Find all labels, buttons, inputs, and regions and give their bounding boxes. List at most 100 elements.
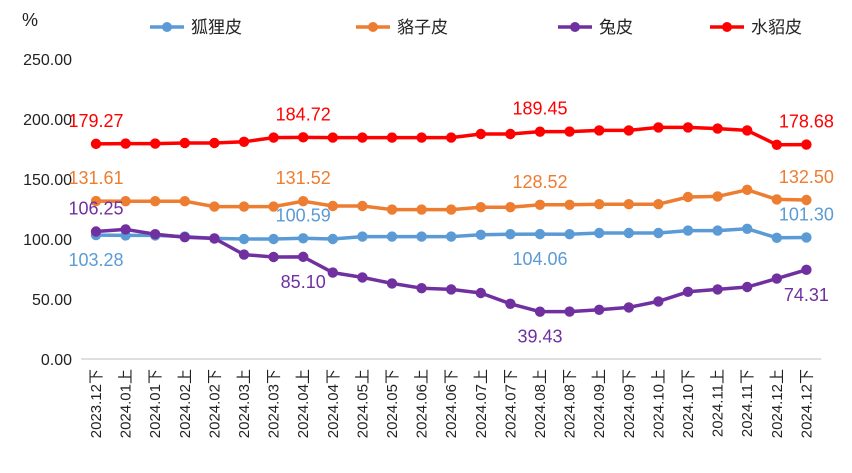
data-point <box>712 123 723 134</box>
data-point <box>386 231 398 242</box>
data-point <box>801 264 812 276</box>
data-point <box>120 224 131 235</box>
data-point <box>150 229 161 240</box>
x-tick-label: 2024.03下 <box>266 369 283 438</box>
data-point <box>446 284 457 295</box>
y-tick-label: 100.00 <box>23 232 72 249</box>
data-point <box>446 204 457 215</box>
legend-item: 水貂皮 <box>710 18 802 37</box>
data-point <box>298 233 309 244</box>
data-point <box>416 204 427 215</box>
legend-item: 狐狸皮 <box>150 18 242 37</box>
data-point <box>357 231 368 242</box>
data-label: 131.52 <box>276 168 331 188</box>
data-point <box>179 196 190 207</box>
data-point <box>682 191 694 203</box>
data-point <box>623 125 634 136</box>
x-tick-label: 2024.07下 <box>502 369 519 438</box>
data-point <box>653 122 664 133</box>
y-axis-unit-label: % <box>22 10 38 30</box>
data-point <box>298 132 309 143</box>
legend-label: 貉子皮 <box>397 18 448 37</box>
legend-swatch-marker <box>722 22 732 32</box>
data-point <box>564 199 575 210</box>
data-point <box>594 227 605 239</box>
data-point <box>564 306 575 317</box>
data-point <box>327 233 338 245</box>
data-point <box>682 225 694 236</box>
x-tick-label: 2024.02下 <box>206 369 223 438</box>
x-axis: 2023.12下 2024.01上 2024.01下 2024.02上 2024.02下… <box>81 358 822 438</box>
data-point <box>357 272 368 283</box>
data-point <box>594 304 605 315</box>
data-point <box>771 139 782 150</box>
data-point <box>416 132 427 143</box>
x-tick-label: 2024.08上 <box>532 369 549 438</box>
data-point <box>209 137 220 149</box>
data-point <box>475 229 486 240</box>
data-point <box>594 125 605 136</box>
data-point <box>268 132 279 143</box>
x-tick-label: 2024.10上 <box>650 369 667 438</box>
legend-label: 兔皮 <box>599 18 633 37</box>
x-tick-label: 2024.04上 <box>295 369 312 438</box>
data-label: 131.61 <box>68 168 123 188</box>
data-point <box>90 195 102 207</box>
x-tick-label: 2024.03上 <box>236 369 253 438</box>
x-tick-label: 2024.10下 <box>680 369 697 438</box>
data-point <box>742 223 753 234</box>
data-label: 189.45 <box>512 99 567 119</box>
data-point <box>623 199 634 210</box>
data-point <box>742 125 753 136</box>
data-point <box>534 228 546 240</box>
data-point <box>268 251 279 263</box>
data-point <box>594 199 605 210</box>
data-point <box>682 286 694 297</box>
x-tick-label: 2024.01下 <box>147 369 164 438</box>
data-point <box>416 283 427 294</box>
data-point <box>298 195 309 207</box>
data-point <box>534 306 546 317</box>
data-label: 132.50 <box>779 167 834 187</box>
x-tick-label: 2024.11上 <box>710 369 727 437</box>
plot-area: 103.28 100.59 104.06 101.30 131.61 131.52 128.… <box>68 99 833 347</box>
data-point <box>357 200 368 212</box>
x-tick-label: 2024.12上 <box>769 369 786 438</box>
data-label: 39.43 <box>517 327 562 347</box>
data-point <box>238 136 250 147</box>
data-point <box>505 202 516 213</box>
y-axis: 0.00 50.00 100.00 150.00 200.00 250.00 <box>23 52 72 369</box>
data-point <box>446 231 457 242</box>
data-point <box>771 232 782 243</box>
data-label: 128.52 <box>512 172 567 192</box>
data-point <box>475 202 486 213</box>
data-point <box>386 204 398 215</box>
legend-label: 水貂皮 <box>751 18 802 37</box>
y-tick-label: 250.00 <box>23 52 72 69</box>
data-point <box>653 199 664 210</box>
y-tick-label: 50.00 <box>32 292 72 309</box>
y-tick-label: 0.00 <box>41 352 72 369</box>
data-label: 100.59 <box>276 205 331 225</box>
data-point <box>327 200 338 212</box>
data-point <box>475 287 486 299</box>
data-label: 74.31 <box>784 285 829 305</box>
series-2: 131.61 131.52 128.52 132.50 <box>68 167 834 215</box>
data-point <box>209 201 220 212</box>
data-label: 101.30 <box>779 204 834 224</box>
data-point <box>268 233 279 245</box>
legend: 狐狸皮 貉子皮 兔皮 水貂皮 <box>150 18 802 37</box>
x-tick-label: 2024.12下 <box>798 369 815 438</box>
data-point <box>90 138 102 150</box>
data-point <box>623 227 634 239</box>
data-point <box>446 132 457 143</box>
data-point <box>623 302 634 313</box>
data-point <box>653 227 664 239</box>
data-point <box>90 226 102 237</box>
series-3: 106.25 85.10 39.43 74.31 <box>68 199 828 347</box>
data-point <box>120 138 131 149</box>
data-point <box>712 225 723 236</box>
x-tick-label: 2024.11下 <box>739 369 756 437</box>
x-tick-label: 2024.09下 <box>621 369 638 438</box>
x-tick-label: 2024.06下 <box>443 369 460 438</box>
